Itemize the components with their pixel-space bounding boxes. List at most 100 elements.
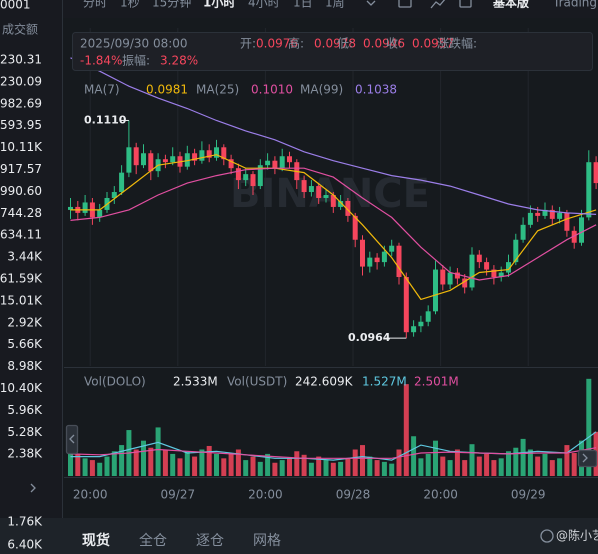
volume-bar: [557, 458, 563, 476]
dropdown-arrow[interactable]: [366, 0, 376, 6]
candle-body: [557, 212, 563, 219]
candle-body: [257, 165, 263, 187]
volume-bar: [520, 438, 526, 476]
ma-line: [70, 167, 597, 281]
turnover-value: 15.01K: [0, 293, 43, 307]
volume-bar: [133, 449, 139, 476]
volume-bar: [440, 456, 446, 476]
icon[interactable]: [459, 0, 472, 8]
volume-bar: [542, 453, 548, 476]
volume-bar: [506, 451, 511, 476]
candle-body: [221, 147, 227, 160]
annotation-label: 0.0964: [348, 331, 391, 344]
candle-body: [593, 162, 598, 184]
volume-bar: [396, 449, 402, 476]
interval-tab[interactable]: 1小时: [203, 0, 235, 10]
volume-bar: [338, 461, 344, 476]
volume-bar: [389, 463, 395, 476]
interval-tab[interactable]: 1日: [293, 0, 313, 10]
candle-body: [454, 272, 460, 279]
turnover-value: 230.09: [0, 74, 42, 88]
volume-bar: [119, 445, 125, 476]
column-header: 成交额: [2, 22, 38, 37]
turnover-value: 3.44K: [7, 250, 43, 264]
expand-arrow[interactable]: [30, 483, 36, 493]
volume-bar: [469, 444, 475, 476]
candle-body: [586, 162, 592, 218]
interval-tab[interactable]: 分时: [83, 0, 107, 10]
candle-body: [440, 269, 446, 285]
watermark-logo: BINANCE: [230, 171, 430, 217]
turnover-value: 2.38K: [7, 447, 43, 461]
candle-body: [243, 174, 249, 181]
turnover-value: 8.98K: [7, 359, 43, 373]
column-top: 0001: [0, 0, 31, 12]
candle-body: [68, 206, 73, 210]
candle-body: [571, 230, 577, 243]
volume-bar: [447, 460, 453, 476]
scroll-right[interactable]: [577, 449, 598, 468]
candle-body: [133, 147, 139, 166]
volume-bar: [476, 456, 482, 476]
turnover-value: 10.11K: [0, 140, 43, 154]
candle-body: [250, 174, 256, 187]
trade-tab[interactable]: 现货: [82, 532, 110, 549]
legend-value: 0.1038: [355, 83, 397, 97]
volume-bar: [250, 456, 256, 476]
volume-bar: [272, 462, 278, 476]
legend-value: 2.501M: [414, 375, 459, 389]
scroll-left[interactable]: [65, 424, 79, 455]
interval-tab[interactable]: 4小时: [248, 0, 280, 10]
candle-body: [338, 200, 344, 207]
candle-body: [97, 209, 103, 218]
candle-body: [119, 172, 125, 193]
trade-tab[interactable]: 网格: [253, 533, 281, 549]
volume-bar: [199, 449, 205, 476]
trade-tab[interactable]: 全仓: [139, 532, 167, 549]
candle-body: [82, 202, 88, 213]
interval-tab[interactable]: 15分钟: [152, 0, 191, 10]
candle-body: [345, 200, 351, 216]
candle-body: [381, 251, 387, 263]
volume-bar: [323, 460, 329, 476]
candle-body: [228, 159, 234, 169]
interval-tab[interactable]: 1周: [325, 0, 345, 10]
volume-bar: [192, 456, 198, 476]
volume-bar: [425, 453, 431, 476]
icon[interactable]: [430, 0, 446, 9]
candle-body: [579, 217, 584, 243]
volume-bar: [257, 461, 263, 476]
volume-bar: [374, 460, 380, 476]
turnover-value: 982.69: [0, 96, 42, 110]
candle-body: [403, 277, 409, 333]
candle-body: [287, 156, 292, 163]
ma-line: [70, 447, 597, 459]
info-label: 低:: [337, 37, 353, 51]
turnover-value: 10.40K: [0, 381, 43, 395]
trade-tab[interactable]: 逐仓: [196, 533, 224, 549]
candle-body: [323, 195, 329, 198]
candle-body: [447, 272, 453, 285]
view-tab[interactable]: 基本版: [492, 0, 529, 10]
candle-body: [484, 262, 490, 270]
volume-bar: [265, 453, 271, 476]
volume-bar: [228, 453, 234, 476]
info-value: 3.28%: [160, 54, 198, 68]
legend-value: 0.0981: [146, 83, 188, 97]
view-tab[interactable]: Trading: [552, 0, 597, 10]
volume-bar: [527, 449, 533, 476]
candle-body: [462, 278, 468, 288]
volume-bar: [75, 453, 81, 476]
interval-tab[interactable]: 1秒: [120, 0, 140, 10]
volume-bar: [235, 449, 241, 476]
candle-body: [272, 160, 278, 169]
volume-bar: [403, 384, 409, 476]
volume-bar: [381, 461, 387, 476]
icon[interactable]: [398, 0, 412, 8]
x-tick-label: 09/27: [161, 488, 196, 502]
legend-value: 1.527M: [362, 375, 407, 389]
candle-body: [162, 159, 168, 163]
